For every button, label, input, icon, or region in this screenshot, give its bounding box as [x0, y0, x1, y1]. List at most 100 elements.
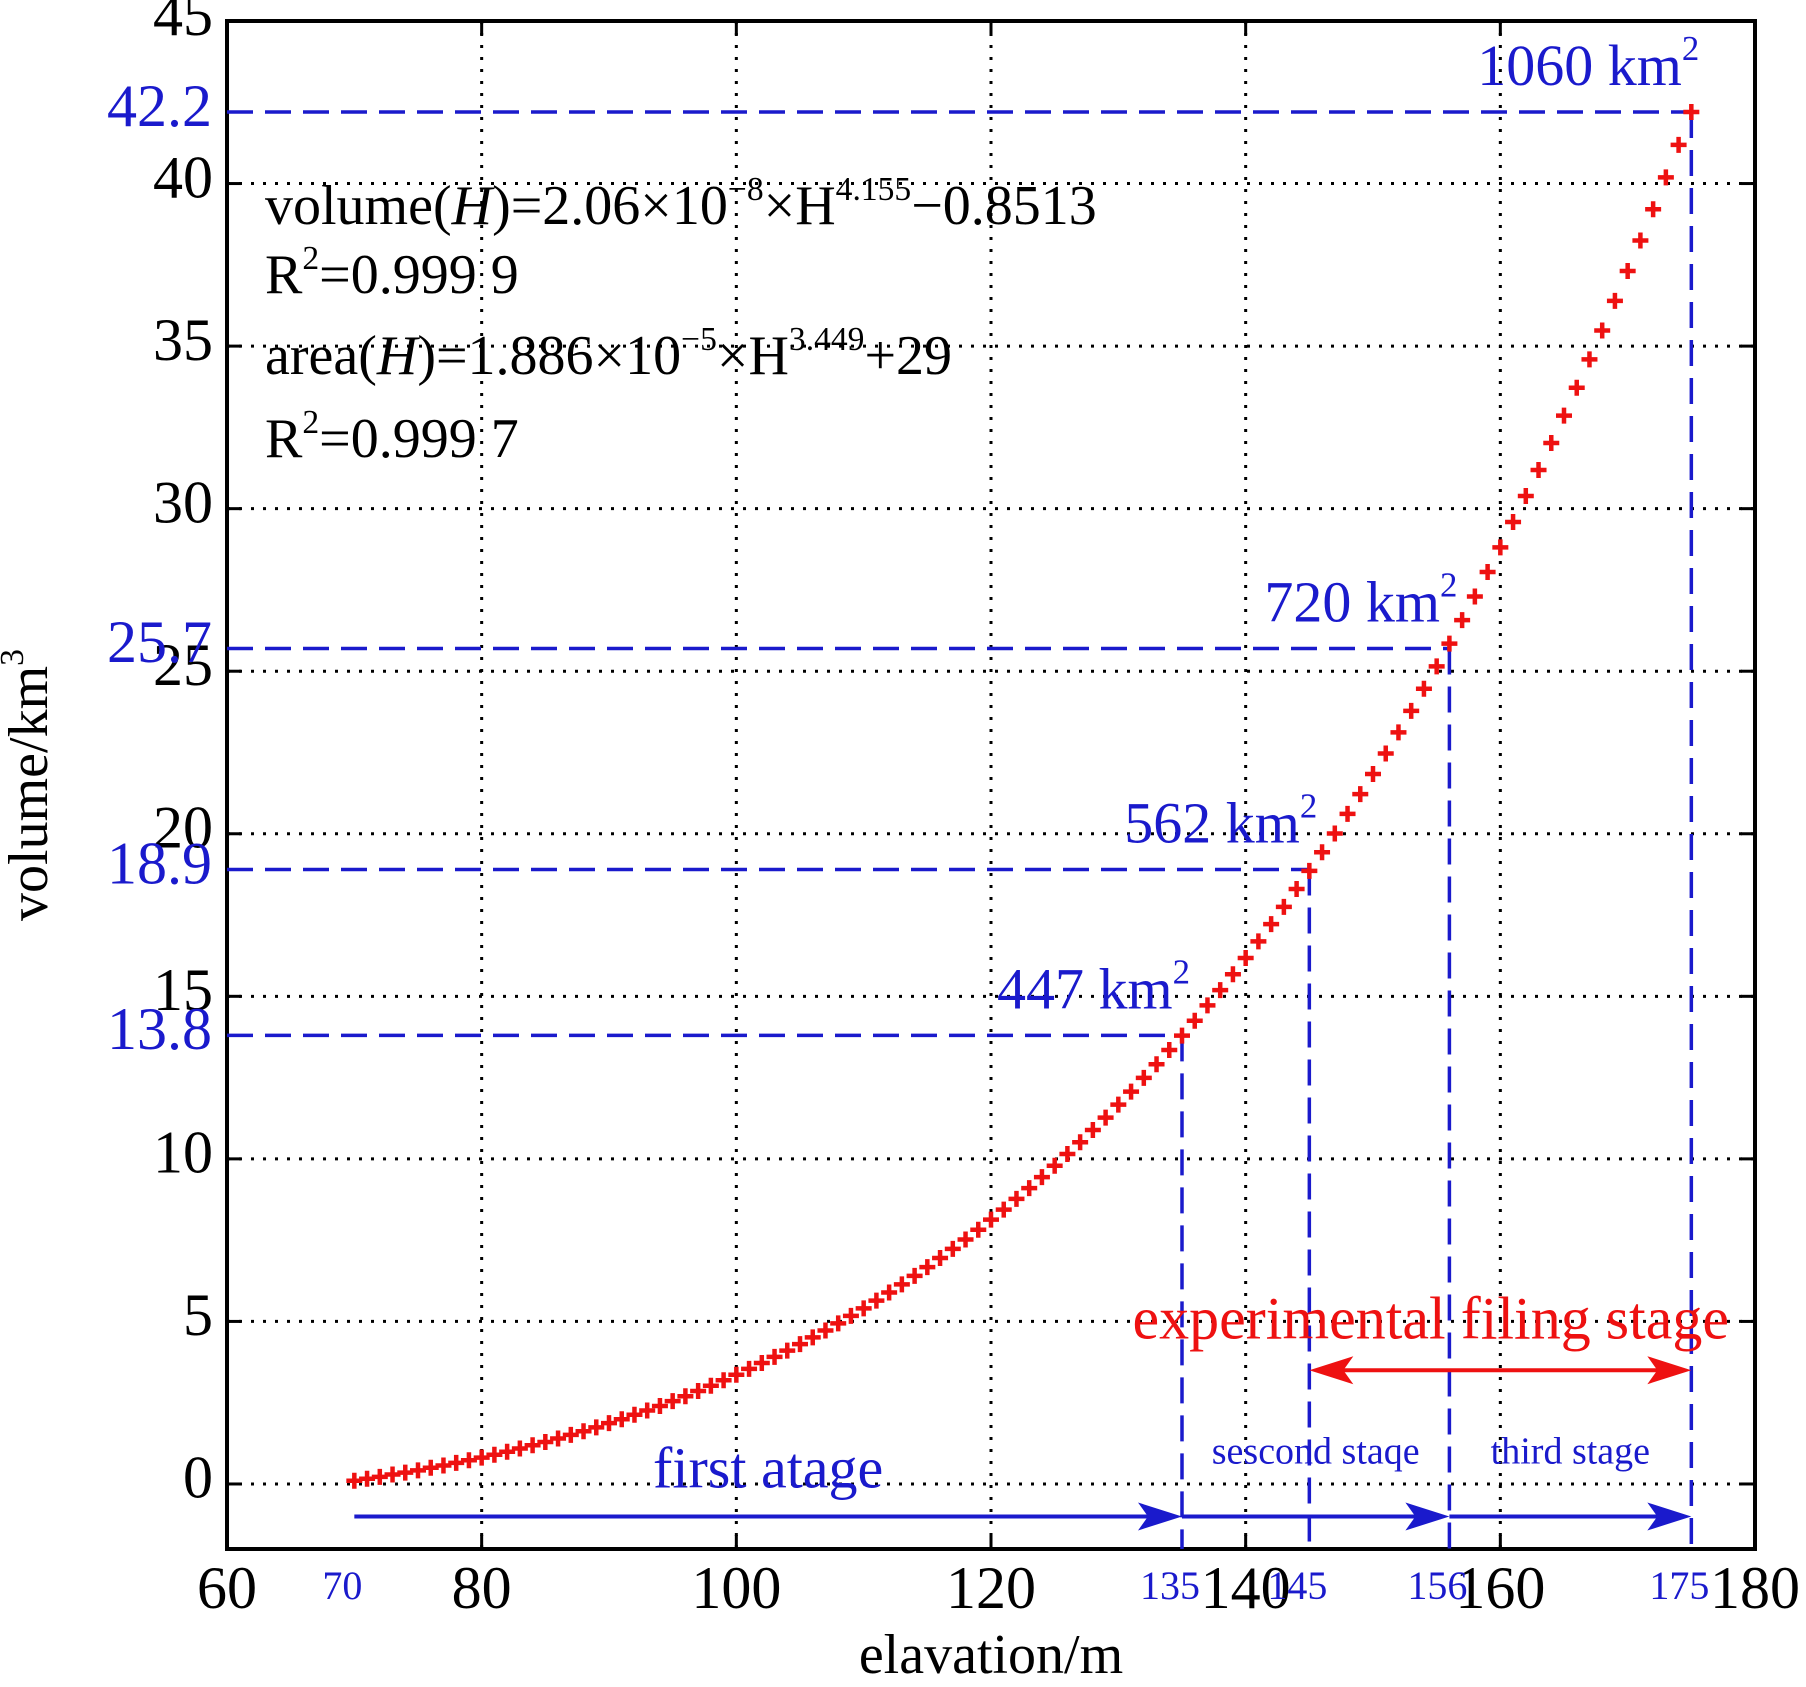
data-point [893, 1276, 910, 1293]
data-point [715, 1372, 732, 1389]
x-tick-label: 140 [1201, 1555, 1291, 1621]
data-point [537, 1434, 554, 1451]
data-point [677, 1388, 694, 1405]
x-tick-label: 160 [1455, 1555, 1545, 1621]
data-point [1683, 104, 1700, 121]
data-point [524, 1437, 541, 1454]
data-point [944, 1240, 961, 1257]
y-tick-label: 45 [153, 0, 213, 48]
x-tick-label: 60 [197, 1555, 257, 1621]
data-point [881, 1284, 898, 1301]
data-point [1505, 513, 1522, 530]
arrow-head [1138, 1502, 1182, 1531]
data-point [1415, 680, 1432, 697]
equation: volume(H)=2.06×10−8×H4.155−0.8513 [265, 171, 1097, 237]
data-point [601, 1415, 617, 1432]
data-point [1365, 765, 1381, 782]
data-point [639, 1402, 656, 1419]
stage-tick-label: 70 [322, 1563, 362, 1608]
data-point [1670, 136, 1687, 153]
y-axis-label: volume/km3 [0, 649, 60, 921]
data-point [460, 1452, 477, 1469]
data-point [728, 1366, 745, 1383]
data-point [1301, 862, 1318, 879]
data-point [613, 1411, 630, 1428]
data-point [1275, 898, 1292, 915]
data-point [1199, 997, 1216, 1014]
y-tick-label: 15 [153, 957, 213, 1023]
data-point [1033, 1169, 1050, 1186]
data-point [970, 1221, 987, 1238]
data-point [1135, 1069, 1152, 1086]
data-point [932, 1250, 949, 1267]
area-label: 1060 km2 [1477, 30, 1699, 99]
data-point [1619, 263, 1636, 280]
data-point [588, 1419, 605, 1436]
data-point [779, 1342, 796, 1359]
data-point [1237, 949, 1254, 966]
reference-y-label: 42.2 [107, 73, 212, 139]
data-point [1174, 1027, 1190, 1044]
data-point [1059, 1146, 1076, 1162]
area-label: 720 km2 [1264, 566, 1457, 635]
data-point [1084, 1121, 1101, 1138]
y-tick-label: 30 [153, 469, 213, 535]
stage-arrow [354, 1502, 1182, 1531]
data-point [371, 1468, 388, 1485]
data-point [804, 1329, 821, 1346]
data-point [1441, 635, 1458, 652]
data-point [550, 1430, 567, 1447]
data-point [422, 1459, 439, 1476]
data-point [562, 1426, 579, 1443]
data-point [1072, 1134, 1089, 1151]
data-point [575, 1423, 592, 1440]
data-point [1148, 1056, 1165, 1073]
text-part: H [376, 325, 420, 387]
data-point [1530, 461, 1547, 478]
data-point [473, 1449, 490, 1466]
data-point [817, 1322, 834, 1339]
y-tick-label: 25 [153, 632, 213, 698]
text-part: 2 [302, 404, 319, 441]
text-part: 2 [1440, 566, 1457, 605]
data-point [830, 1315, 847, 1332]
y-tick-label: 0 [183, 1445, 213, 1511]
data-point [1454, 612, 1471, 629]
text-part: 1060 km [1477, 33, 1682, 98]
arrow-head [1405, 1502, 1450, 1531]
data-point [1326, 825, 1343, 842]
stage-tick-label: 175 [1649, 1563, 1709, 1608]
y-tick-label: 5 [183, 1282, 213, 1348]
x-tick-label: 100 [691, 1555, 781, 1621]
data-point [906, 1267, 923, 1284]
text-part: 720 km [1264, 570, 1440, 635]
y-tick-label: 20 [153, 795, 213, 861]
stage-tick-label: 156 [1407, 1563, 1467, 1608]
data-point [842, 1307, 859, 1324]
equation: area(H)=1.886×10−5×H3.449+29 [265, 321, 952, 387]
equation: R2=0.999 7 [265, 404, 519, 470]
data-point [1428, 658, 1445, 675]
data-point [855, 1300, 872, 1317]
plot-frame [225, 19, 1757, 1551]
data-point [1161, 1041, 1178, 1058]
data-point [995, 1201, 1012, 1218]
text-part: elavation/m [859, 1624, 1123, 1686]
data-point [1492, 539, 1509, 556]
data-point [626, 1406, 643, 1423]
text-part: −8 [728, 171, 764, 208]
data-point [1186, 1012, 1203, 1029]
data-point [1352, 786, 1369, 803]
arrow-head [1647, 1502, 1692, 1531]
text-part: ×H [717, 325, 789, 387]
data-point [1377, 745, 1394, 762]
stage-label: third stage [1491, 1430, 1650, 1472]
stage-tick-label: 135 [1140, 1563, 1200, 1608]
stage-arrow [1449, 1502, 1692, 1531]
text-part: area( [265, 325, 377, 387]
text-part: 2 [1300, 787, 1317, 826]
equation: R2=0.999 9 [265, 240, 519, 306]
data-point [1008, 1190, 1025, 1207]
data-point [397, 1464, 414, 1481]
